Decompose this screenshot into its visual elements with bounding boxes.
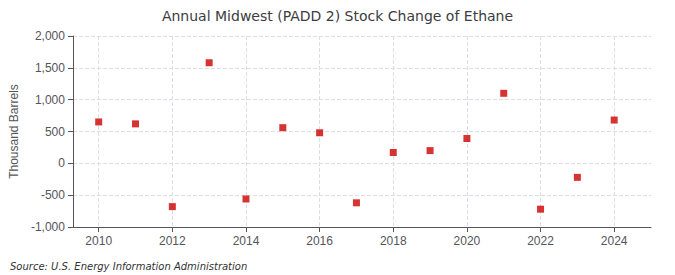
svg-text:2020: 2020 xyxy=(454,234,481,248)
svg-text:1,500: 1,500 xyxy=(35,61,65,75)
svg-text:2022: 2022 xyxy=(527,234,554,248)
svg-text:-1,000: -1,000 xyxy=(31,220,65,234)
svg-text:500: 500 xyxy=(45,125,65,139)
svg-text:1,000: 1,000 xyxy=(35,93,65,107)
svg-text:2014: 2014 xyxy=(233,234,260,248)
svg-text:Source: U.S. Energy Informatio: Source: U.S. Energy Information Administ… xyxy=(10,261,247,272)
svg-text:0: 0 xyxy=(58,156,65,170)
svg-text:2018: 2018 xyxy=(380,234,407,248)
svg-text:2012: 2012 xyxy=(159,234,186,248)
svg-text:2,000: 2,000 xyxy=(35,29,65,43)
svg-text:-500: -500 xyxy=(41,188,65,202)
svg-text:2024: 2024 xyxy=(601,234,628,248)
svg-text:2010: 2010 xyxy=(85,234,112,248)
svg-text:2016: 2016 xyxy=(306,234,333,248)
svg-text:Thousand Barrels: Thousand Barrels xyxy=(7,84,21,179)
svg-text:Annual Midwest (PADD 2) Stock: Annual Midwest (PADD 2) Stock Change of … xyxy=(162,8,513,24)
